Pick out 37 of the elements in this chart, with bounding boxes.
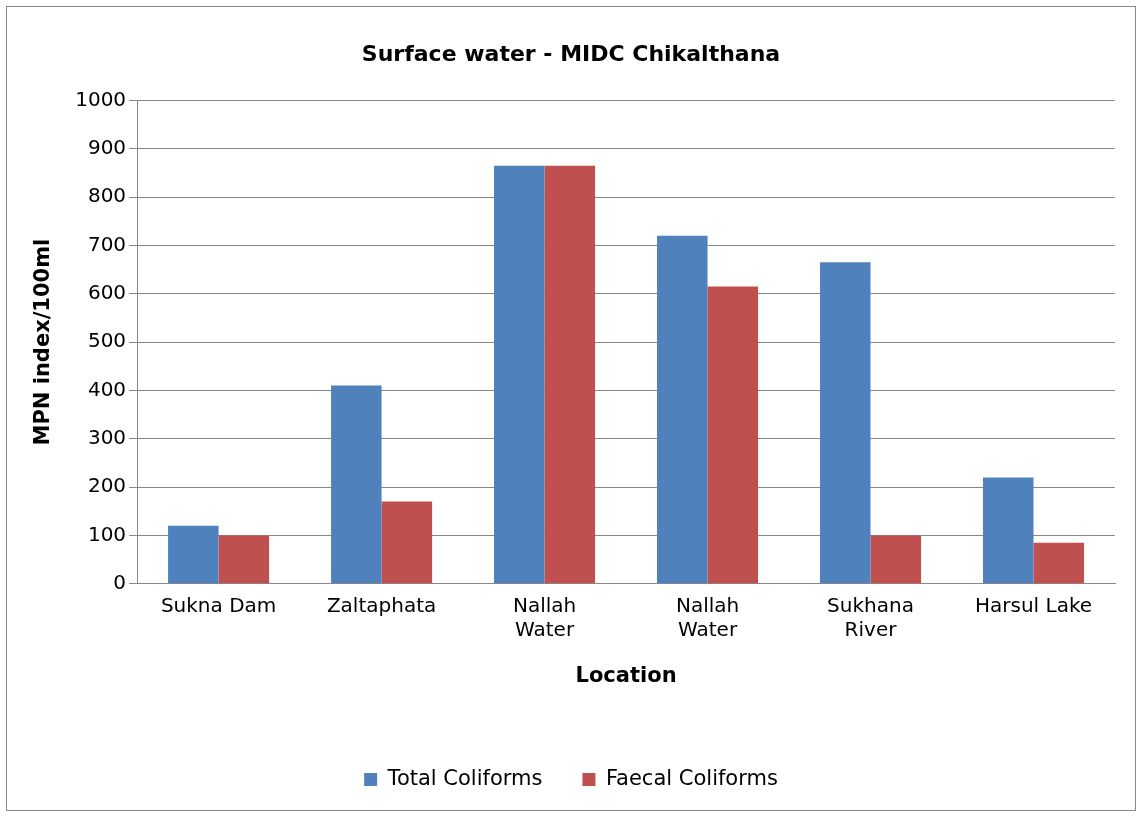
bar: [381, 501, 433, 584]
y-tick-label: 100: [87, 521, 127, 546]
category-label: River: [844, 617, 897, 641]
bar: [331, 385, 382, 584]
bar: [982, 477, 1034, 584]
bar: [820, 262, 871, 584]
bar: [707, 286, 759, 584]
category-label: Water: [677, 617, 738, 641]
y-axis-title: MPN index/100ml: [30, 238, 55, 446]
category-label: Water: [514, 617, 575, 641]
bar: [1033, 542, 1085, 584]
y-tick-label: 500: [87, 328, 127, 353]
x-tick-label: Sukna Dam: [160, 593, 277, 617]
y-tick-label: 200: [87, 473, 127, 498]
bar: [494, 165, 545, 584]
y-tick-label: 800: [87, 183, 127, 208]
y-tick-label: 700: [87, 231, 127, 256]
bar: [218, 535, 270, 584]
bar: [870, 535, 922, 584]
y-tick-label: 900: [87, 134, 127, 159]
category-label: Nallah: [675, 593, 740, 617]
y-tick-label: 600: [87, 279, 127, 304]
x-axis-title: Location: [575, 662, 677, 687]
x-tick-label: Zaltaphata: [326, 593, 437, 617]
y-tick-label: 400: [87, 376, 127, 401]
legend-label: Total Coliforms: [386, 765, 543, 790]
y-tick-label: 1000: [75, 86, 127, 111]
bar: [657, 235, 708, 584]
x-tick-label: Harsul Lake: [974, 593, 1093, 617]
bar: [168, 525, 219, 584]
category-label: Sukhana: [827, 593, 914, 617]
category-label: Nallah: [512, 593, 577, 617]
y-tick-label: 300: [87, 424, 127, 449]
bar: [544, 165, 596, 584]
legend-label: Faecal Coliforms: [605, 765, 778, 790]
chart-title: Surface water - MIDC Chikalthana: [361, 40, 781, 66]
y-tick-label: 0: [113, 570, 127, 594]
